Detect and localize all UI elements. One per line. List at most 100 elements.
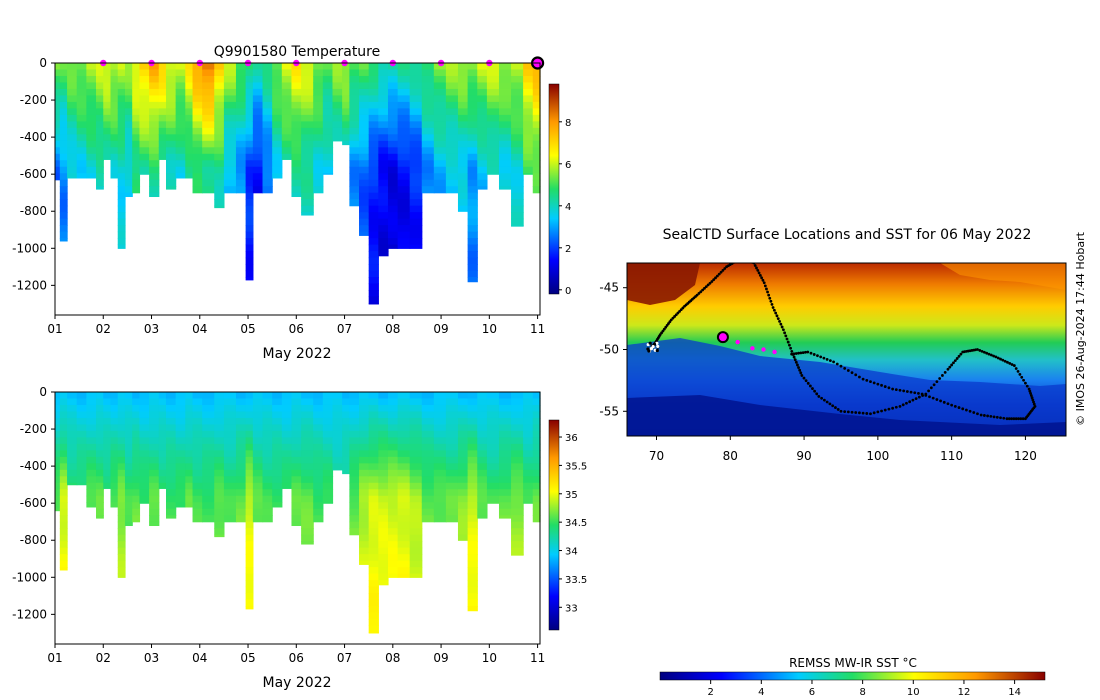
profile-cell xyxy=(192,147,203,155)
profile-cell xyxy=(139,424,150,432)
profile-cell xyxy=(397,528,411,536)
colorbar-tick-label: 8 xyxy=(565,118,571,129)
profile-cell xyxy=(397,456,411,464)
profile-cell xyxy=(149,437,160,445)
profile-cell xyxy=(245,495,254,503)
profile-cell xyxy=(511,212,524,220)
profile-cell xyxy=(368,547,379,555)
profile-cell xyxy=(322,417,334,426)
track-position xyxy=(774,311,778,315)
profile-cell xyxy=(445,417,459,426)
track-position xyxy=(880,409,883,413)
profile-cell xyxy=(313,153,324,161)
track-position xyxy=(799,351,803,355)
profile-cell xyxy=(281,153,293,160)
profile-cell xyxy=(262,101,273,109)
profile-cell xyxy=(158,140,167,148)
profile-cell xyxy=(214,463,225,471)
profile-cell xyxy=(158,392,167,400)
profile-cell xyxy=(165,69,177,77)
profile-cell xyxy=(433,147,447,155)
profile-cell xyxy=(139,166,150,174)
profile-cell xyxy=(245,95,254,103)
track-position xyxy=(891,406,895,410)
profile-cell xyxy=(132,463,141,471)
profile-cell xyxy=(397,166,411,174)
profile-cell xyxy=(532,69,541,77)
profile-cell xyxy=(457,450,469,458)
profile-cell xyxy=(281,476,293,484)
profile-cell xyxy=(252,75,264,84)
profile-cell xyxy=(477,456,488,464)
profile-cell xyxy=(368,567,379,575)
profile-cell xyxy=(368,528,379,536)
profile-cell xyxy=(55,147,61,155)
profile-cell xyxy=(301,114,314,122)
profile-cell xyxy=(378,192,389,200)
profile-cell xyxy=(59,560,68,568)
profile-cell xyxy=(387,173,399,181)
profile-cell xyxy=(117,140,126,148)
profile-cell xyxy=(291,140,302,148)
profile-cell xyxy=(445,147,459,155)
profile-cell xyxy=(202,495,215,503)
profile-cell xyxy=(103,88,112,97)
profile-cell xyxy=(467,179,478,187)
profile-cell xyxy=(342,450,350,458)
track-position xyxy=(887,386,891,390)
profile-cell xyxy=(368,264,379,272)
profile-cell xyxy=(332,108,343,116)
profile-cell xyxy=(368,101,379,109)
temperature-x-ticks: 01 02 03 04 05 06 07 08 09 10 11 xyxy=(47,315,545,336)
track-position xyxy=(819,355,823,359)
profile-cell xyxy=(368,212,379,220)
profile-cell xyxy=(281,121,293,129)
profile-cell xyxy=(185,417,194,426)
profile-cell xyxy=(498,411,512,419)
profile-cell xyxy=(245,560,254,568)
profile-cell xyxy=(421,88,435,97)
profile-cell xyxy=(342,75,350,84)
track-position xyxy=(908,400,912,404)
profile-cell xyxy=(214,69,225,77)
profile-cell xyxy=(342,88,350,97)
profile-cell xyxy=(421,134,435,142)
profile-cell xyxy=(117,482,126,490)
profile-cell xyxy=(359,469,370,477)
track-position xyxy=(1001,358,1005,362)
profile-cell xyxy=(185,140,194,148)
profile-cell xyxy=(532,88,541,97)
profile-cell xyxy=(313,88,324,97)
profile-cell xyxy=(117,127,126,135)
profile-cell xyxy=(322,108,334,116)
profile-cell xyxy=(86,469,97,477)
profile-cell xyxy=(192,160,203,168)
profile-cell xyxy=(192,502,203,510)
profile-cell xyxy=(322,450,334,458)
profile-cell xyxy=(359,127,370,135)
profile-cell xyxy=(272,398,283,406)
profile-cell xyxy=(477,127,488,135)
profile-cell xyxy=(124,476,133,484)
profile-cell xyxy=(457,134,469,142)
profile-cell xyxy=(158,108,167,116)
profile-cell xyxy=(132,469,141,477)
profile-cell xyxy=(457,153,469,161)
profile-cell xyxy=(349,450,360,458)
profile-cell xyxy=(313,424,324,432)
profile-cell xyxy=(397,108,411,116)
profile-cell xyxy=(139,392,150,400)
profile-cell xyxy=(272,121,283,129)
profile-cell xyxy=(397,417,411,426)
profile-cell xyxy=(175,147,186,155)
profile-cell xyxy=(313,456,324,464)
profile-cell xyxy=(409,173,423,181)
profile-cell xyxy=(409,88,423,97)
profile-cell xyxy=(117,528,126,536)
profile-cell xyxy=(387,225,399,233)
profile-cell xyxy=(397,88,411,97)
profile-cell xyxy=(192,88,203,97)
profile-cell xyxy=(397,238,411,246)
profile-cell xyxy=(445,82,459,90)
profile-cell xyxy=(523,482,534,490)
